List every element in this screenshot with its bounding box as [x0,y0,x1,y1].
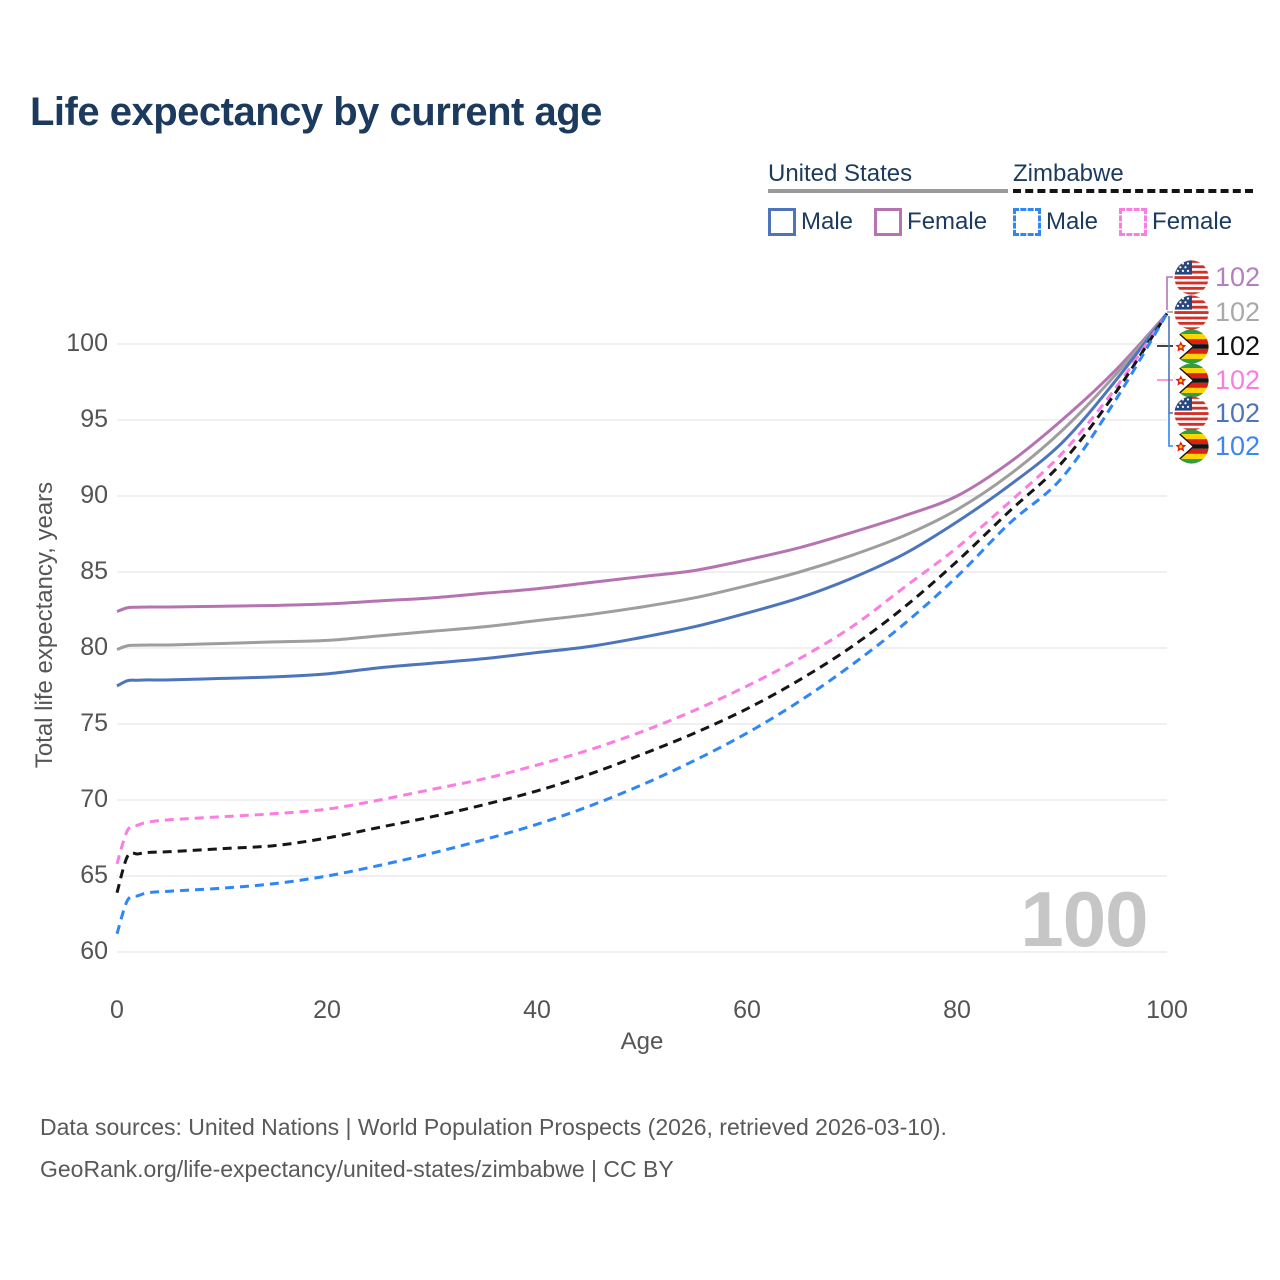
y-tick-label: 80 [80,633,108,661]
end-value: 102 [1215,296,1261,327]
end-label-row: 102 [1174,396,1260,431]
series-line-united-states-male[interactable] [116,312,1169,688]
x-axis-title: Age [620,1028,664,1055]
y-tick-label: 60 [80,937,108,965]
legend-group-united-states: United States Male Female [768,160,1009,236]
series-line-zimbabwe-male[interactable] [115,312,1169,935]
series-line-zimbabwe-female[interactable] [115,312,1169,865]
legend-item-zw-female[interactable]: Female [1119,208,1232,236]
legend-country-zimbabwe[interactable]: Zimbabwe [1013,160,1254,197]
legend-country-label: Zimbabwe [1013,160,1124,187]
zw-male-swatch-icon [1013,208,1041,236]
end-value: 102 [1215,364,1261,395]
footer-attribution-link[interactable]: GeoRank.org/life-expectancy/united-state… [40,1156,674,1182]
us-female-swatch-icon [874,208,903,236]
end-label-row: 102 [1174,260,1260,295]
end-label-row: 102 [1174,363,1260,398]
y-tick-label: 75 [80,709,108,737]
page-title: Life expectancy by current age [30,90,602,134]
y-tick-label: 70 [80,785,108,813]
end-label-row: 102 [1174,429,1260,464]
series-line-united-states-female[interactable] [116,312,1169,613]
end-value: 102 [1215,397,1261,428]
legend-group-zimbabwe: Zimbabwe Male Female [1013,160,1254,236]
x-tick-label: 80 [943,996,971,1024]
x-tick-label: 60 [733,996,761,1024]
footer: Data sources: United Nations | World Pop… [40,1106,947,1190]
x-tick-label: 20 [313,996,341,1024]
x-tick-label: 100 [1146,996,1188,1024]
legend-item-us-female[interactable]: Female [874,208,987,236]
end-value: 102 [1215,261,1261,292]
us-flag-icon [1174,295,1209,330]
legend-country-label: United States [768,160,913,187]
us-solid-line-swatch [768,189,1009,193]
series-line-united-states-total[interactable] [116,312,1169,651]
end-value: 102 [1215,330,1261,361]
zw-female-swatch-icon [1119,208,1148,236]
end-value: 102 [1215,430,1261,461]
y-tick-label: 85 [80,557,108,585]
us-flag-icon [1174,260,1209,295]
series-line-zimbabwe-total[interactable] [115,312,1169,894]
y-tick-label: 90 [80,481,108,509]
end-label-row: 102 [1174,295,1260,330]
legend-item-us-male[interactable]: Male [768,208,853,236]
y-tick-label: 65 [80,861,108,889]
us-flag-icon [1174,396,1209,431]
end-label-row: 102 [1174,329,1260,364]
y-tick-label: 95 [80,405,108,433]
end-label-leader [1168,316,1173,414]
zimbabwe-flag-icon [1174,429,1209,464]
footer-data-sources: Data sources: United Nations | World Pop… [40,1114,947,1140]
end-label-leader [1166,276,1173,310]
zimbabwe-flag-icon [1174,363,1209,398]
us-male-swatch-icon [768,208,796,236]
x-tick-label: 0 [110,996,124,1024]
zw-dashed-line-swatch [1013,189,1254,193]
end-label-leader [1168,413,1173,447]
legend-item-zw-male[interactable]: Male [1013,208,1098,236]
x-tick-label: 40 [523,996,551,1024]
legend-country-united-states[interactable]: United States [768,160,1009,197]
zimbabwe-flag-icon [1174,329,1209,364]
y-tick-label: 100 [66,329,108,357]
hovered-age-watermark: 100 [1020,875,1148,963]
